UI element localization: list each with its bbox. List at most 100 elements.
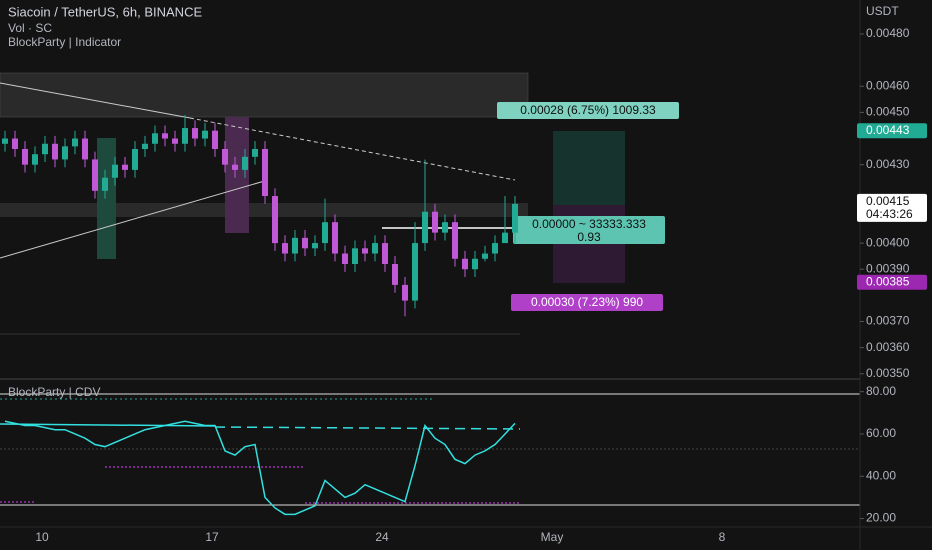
candle-body <box>352 248 358 264</box>
last-price-tag <box>857 193 927 222</box>
candle-body <box>322 222 328 244</box>
x-tick-label: 24 <box>375 530 389 544</box>
x-tick-label: 17 <box>205 530 219 544</box>
stop-label: 0.00030 (7.23%) 990 <box>531 295 643 309</box>
ratio-label: 0.93 <box>577 230 601 244</box>
candle-body <box>442 222 448 233</box>
candle-body <box>152 133 158 144</box>
candle-body <box>452 222 458 259</box>
candle-body <box>192 128 198 139</box>
symbol-title: Siacoin / TetherUS, 6h, BINANCE <box>8 4 202 19</box>
trendline <box>0 179 269 259</box>
y-tick-label: 60.00 <box>866 426 896 440</box>
candle-body <box>262 148 268 197</box>
y-tick-label: 0.00450 <box>866 105 910 119</box>
candle-body <box>212 130 218 149</box>
y-tick-label: 80.00 <box>866 384 896 398</box>
x-tick-label: 10 <box>35 530 49 544</box>
candle-body <box>492 243 498 254</box>
candle-body <box>2 138 8 144</box>
y-tick-label: 0.00370 <box>866 314 910 328</box>
candle-body <box>472 258 478 270</box>
zone <box>0 203 528 217</box>
candle-body <box>482 253 488 259</box>
target-box <box>497 102 679 119</box>
candle-body <box>182 128 188 144</box>
target-label: 0.00028 (6.75%) 1009.33 <box>520 103 656 117</box>
cdv-trend <box>0 423 216 427</box>
candle-body <box>242 156 248 170</box>
candle-body <box>112 164 118 178</box>
x-tick-label: 8 <box>719 530 726 544</box>
signal-zone <box>97 138 116 259</box>
last-price-label: 0.00415 <box>866 194 910 208</box>
candle-body <box>272 196 278 244</box>
countdown: 04:43:26 <box>866 207 913 221</box>
price-tag-label: 0.00443 <box>866 123 910 137</box>
candle-body <box>122 164 128 170</box>
y-tick-label: 0.00350 <box>866 366 910 380</box>
candle-body <box>72 138 78 147</box>
y-tick-label: 0.00430 <box>866 157 910 171</box>
trendline <box>189 117 516 181</box>
candle-body <box>372 243 378 254</box>
trendline <box>0 82 191 119</box>
candle-body <box>132 148 138 170</box>
cdv-trend <box>214 426 521 430</box>
candle-body <box>142 143 148 149</box>
candle-body <box>382 243 388 264</box>
candle-body <box>292 237 298 254</box>
candle-body <box>82 138 88 160</box>
y-tick-label: 0.00360 <box>866 340 910 354</box>
candle-body <box>32 154 38 165</box>
indicator-label: BlockParty | CDV <box>8 385 100 399</box>
candle-body <box>252 148 258 157</box>
candle-body <box>402 284 408 301</box>
entry-label: 0.00000 ~ 33333.333 <box>532 217 646 231</box>
y-tick-label: 0.00460 <box>866 78 910 92</box>
y-tick-label: 0.00390 <box>866 261 910 275</box>
target-zone <box>553 131 625 205</box>
candle-body <box>392 263 398 285</box>
price-tag <box>857 123 927 139</box>
candle-body <box>362 248 368 254</box>
candle-body <box>52 143 58 160</box>
zone <box>0 72 529 118</box>
candle-body <box>62 146 68 160</box>
cdv-line <box>4 420 516 516</box>
volume-label: Vol · SC <box>8 21 52 35</box>
candle-body <box>282 243 288 254</box>
y-tick-label: 0.00400 <box>866 235 910 249</box>
entry-box <box>513 216 665 244</box>
price-tag <box>857 274 927 290</box>
candle-body <box>422 211 428 244</box>
candle-body <box>312 243 318 249</box>
candle-body <box>332 222 338 254</box>
indicator-label: BlockParty | Indicator <box>8 35 121 49</box>
y-tick-label: 0.00480 <box>866 26 910 40</box>
x-tick-label: May <box>541 530 564 544</box>
candle-body <box>162 133 168 139</box>
candle-body <box>42 143 48 155</box>
candle-body <box>432 211 438 233</box>
candle-body <box>502 232 508 244</box>
candle-body <box>302 237 308 249</box>
candle-body <box>172 138 178 144</box>
stop-box <box>511 294 663 311</box>
candle-body <box>462 258 468 270</box>
candle-body <box>222 148 228 165</box>
y-tick-label: 40.00 <box>866 468 896 482</box>
candle-body <box>12 138 18 149</box>
candle-body <box>92 159 98 191</box>
candle-body <box>22 148 28 165</box>
candle-body <box>512 203 518 233</box>
candle-body <box>412 243 418 301</box>
candle-body <box>102 177 108 191</box>
candle-body <box>202 130 208 139</box>
y-tick-label: 20.00 <box>866 511 896 525</box>
currency: USDT <box>866 4 899 18</box>
candle-body <box>342 253 348 264</box>
price-tag-label: 0.00385 <box>866 274 910 288</box>
